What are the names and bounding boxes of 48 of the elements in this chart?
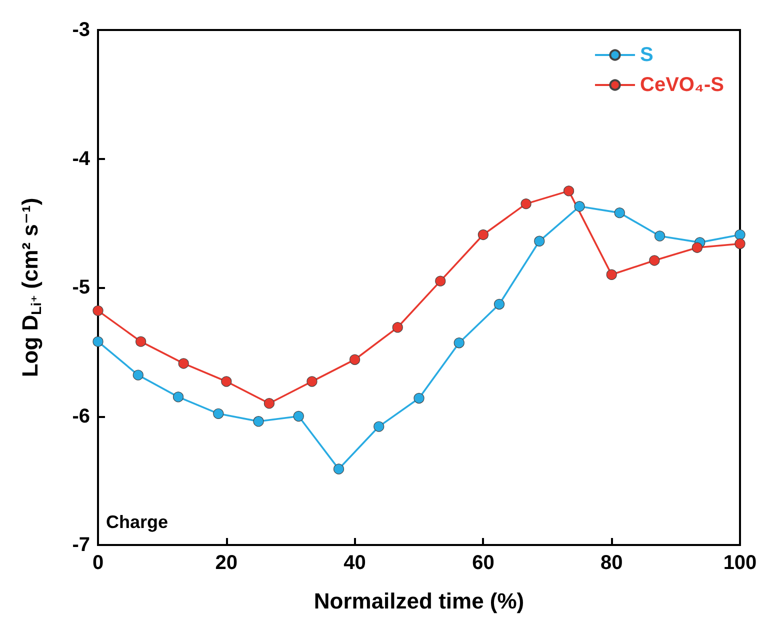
x-tick-label: 0	[92, 552, 104, 574]
point	[253, 416, 264, 427]
point	[92, 305, 104, 316]
x-tick-label: 80	[600, 552, 623, 574]
point	[520, 198, 532, 210]
point	[614, 208, 625, 218]
legend-label: CeVO₄-S	[640, 74, 724, 96]
point	[494, 298, 505, 310]
legend-label: S	[640, 44, 654, 66]
point	[350, 354, 360, 365]
point	[264, 398, 275, 409]
point	[654, 230, 666, 242]
point	[306, 376, 318, 387]
point	[734, 238, 746, 250]
point	[478, 229, 488, 240]
point	[454, 338, 464, 348]
point	[374, 421, 384, 432]
y-tick-label: -6	[72, 405, 90, 428]
point	[136, 336, 146, 347]
y-tick-label: -3	[72, 19, 90, 41]
point	[178, 358, 189, 369]
point	[333, 464, 344, 474]
point	[92, 336, 104, 347]
point	[534, 236, 545, 246]
point	[692, 242, 702, 253]
y-tick-label: -7	[72, 534, 90, 556]
y-tick-label: -4	[72, 148, 91, 170]
point	[392, 322, 403, 333]
y-tick-label: -5	[72, 276, 90, 298]
point	[414, 392, 424, 404]
x-tick-label: 100	[723, 552, 757, 574]
point	[649, 255, 660, 266]
point	[435, 276, 446, 286]
point	[606, 269, 617, 280]
x-tick-label: 40	[344, 552, 366, 574]
x-tick-label: 60	[472, 552, 494, 574]
point	[563, 186, 574, 196]
point	[221, 376, 232, 387]
point	[574, 201, 585, 212]
y-axis-title: Log DLi⁺ (cm² s⁻¹)	[18, 198, 44, 378]
point	[132, 370, 144, 380]
annotation: Charge	[106, 512, 168, 532]
point	[293, 410, 304, 422]
point	[734, 229, 746, 240]
point	[172, 392, 184, 402]
x-tick-label: 20	[215, 552, 238, 574]
x-axis-title: Normailzed time (%)	[314, 588, 524, 614]
point	[213, 408, 224, 419]
